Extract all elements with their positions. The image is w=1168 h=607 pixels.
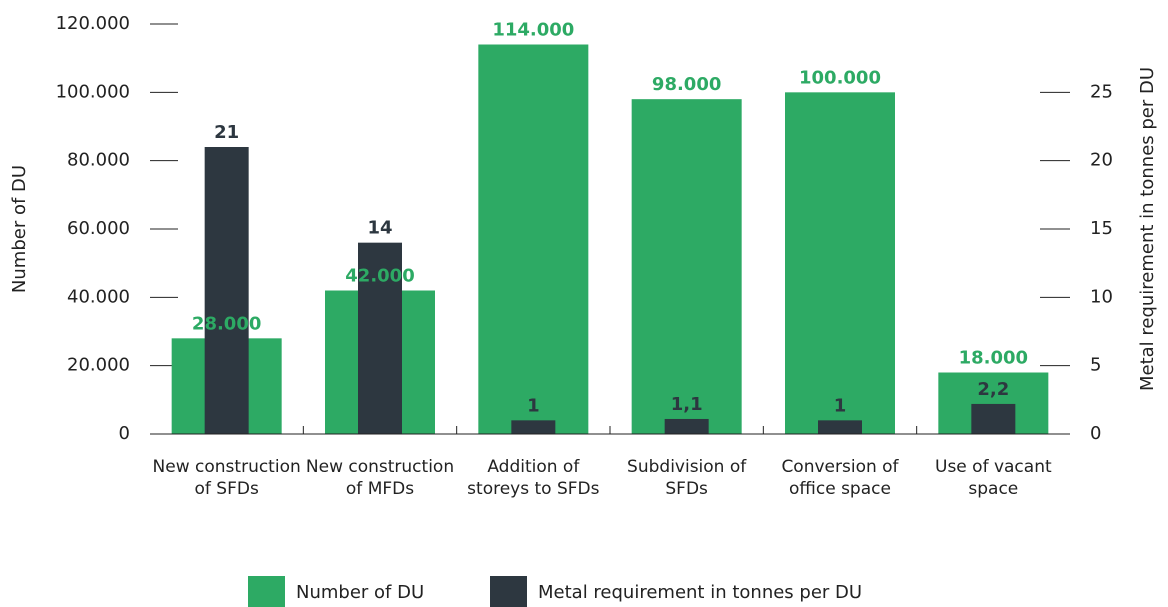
bar xyxy=(478,44,589,434)
x-tick-label: New construction of SFDs xyxy=(152,457,301,499)
y-tick-label: 80.000 xyxy=(67,150,130,171)
legend-label: Number of DU xyxy=(296,582,424,603)
x-tick-label-box: New construction of SFDs xyxy=(152,457,301,499)
value-label: 18.000 xyxy=(959,348,1028,369)
y2-axis-title: Metal requirement in tonnes per DU xyxy=(1137,67,1158,391)
x-tick-label-box: New construction of MFDs xyxy=(305,457,455,499)
y-tick-label: 100.000 xyxy=(56,81,130,102)
value-label: 1,1 xyxy=(671,394,703,415)
x-tick-label: Addition of storeys to SFDs xyxy=(467,457,600,499)
bar xyxy=(971,403,1016,434)
x-tick-label: New construction of MFDs xyxy=(305,457,455,499)
value-label: 2,2 xyxy=(977,379,1009,400)
value-label: 114.000 xyxy=(492,20,574,41)
y2-tick-label: 15 xyxy=(1090,218,1113,239)
y2-tick-label: 0 xyxy=(1090,423,1101,444)
y2-tick-label: 20 xyxy=(1090,150,1113,171)
x-tick-label-box: Conversion of office space xyxy=(781,457,899,499)
y2-tick-label: 10 xyxy=(1090,286,1113,307)
value-label: 98.000 xyxy=(652,74,721,95)
y-tick-label: 40.000 xyxy=(67,286,130,307)
bar xyxy=(631,99,742,435)
x-tick-label: Use of vacant space xyxy=(935,457,1052,499)
bar xyxy=(204,147,249,434)
value-label: 28.000 xyxy=(192,313,261,334)
y2-tick-label: 25 xyxy=(1090,81,1113,102)
bar xyxy=(511,420,556,434)
value-label: 21 xyxy=(214,122,239,143)
value-label: 14 xyxy=(367,218,392,239)
legend-swatch xyxy=(248,576,285,607)
x-tick-label: Conversion of office space xyxy=(781,457,899,499)
legend-label: Metal requirement in tonnes per DU xyxy=(538,582,862,603)
y-tick-label: 120.000 xyxy=(56,13,130,34)
bar xyxy=(358,242,402,434)
x-tick-label-box: Use of vacant space xyxy=(935,457,1052,499)
bar xyxy=(785,92,895,434)
y-tick-label: 20.000 xyxy=(67,355,130,376)
y-tick-label: 0 xyxy=(119,423,130,444)
y-axis-title: Number of DU xyxy=(9,165,30,293)
value-label: 1 xyxy=(527,395,540,416)
bar xyxy=(818,420,862,434)
x-tick-label-box: Subdivision of SFDs xyxy=(627,457,747,499)
value-label: 42.000 xyxy=(345,266,414,287)
value-label: 1 xyxy=(834,395,847,416)
y-tick-label: 60.000 xyxy=(67,218,130,239)
value-label: 100.000 xyxy=(799,67,881,88)
y2-tick-label: 5 xyxy=(1090,355,1101,376)
x-tick-label-box: Addition of storeys to SFDs xyxy=(467,457,600,499)
x-tick-label: Subdivision of SFDs xyxy=(627,457,747,499)
bar xyxy=(664,418,709,434)
legend-swatch xyxy=(490,576,527,607)
